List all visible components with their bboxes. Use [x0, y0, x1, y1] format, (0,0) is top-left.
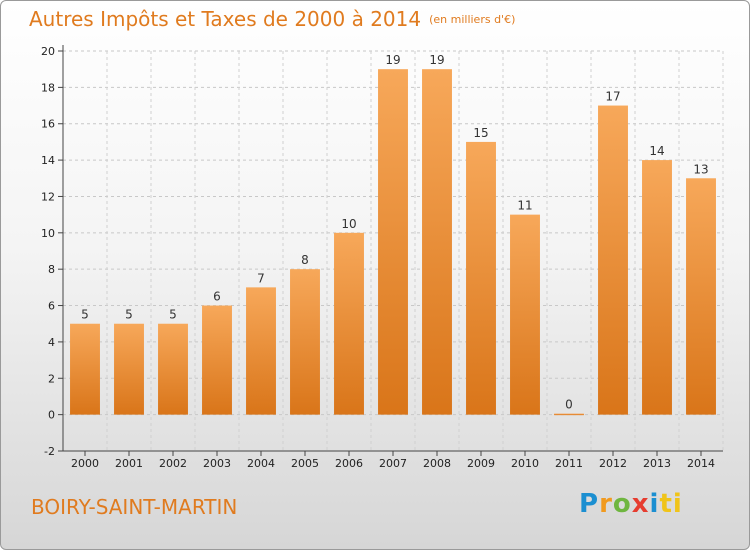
bar-value-label: 0 — [565, 398, 573, 412]
y-tick-label: 0 — [48, 409, 55, 422]
logo-letter: o — [612, 489, 632, 519]
chart-title-text: Autres Impôts et Taxes de 2000 à 2014 — [29, 7, 422, 31]
bar-value-label: 8 — [301, 253, 309, 267]
x-tick-label: 2014 — [687, 457, 715, 470]
bar — [334, 232, 364, 415]
bar — [642, 160, 672, 415]
x-tick-label: 2008 — [423, 457, 451, 470]
bar-value-label: 19 — [385, 53, 400, 67]
proxiti-logo[interactable]: Proxiti — [579, 489, 683, 519]
bar — [598, 105, 628, 415]
bars — [70, 69, 716, 416]
y-tick-label: 12 — [41, 190, 55, 203]
bar-value-label: 15 — [473, 126, 488, 140]
bar — [422, 69, 452, 415]
commune-name: BOIRY-SAINT-MARTIN — [31, 495, 238, 519]
x-tick-label: 2005 — [291, 457, 319, 470]
x-tick-label: 2013 — [643, 457, 671, 470]
y-tick-label: 14 — [41, 154, 55, 167]
bar-value-label: 5 — [125, 308, 133, 322]
logo-letter: P — [579, 489, 600, 519]
bar — [70, 323, 100, 415]
x-tick-label: 2000 — [71, 457, 99, 470]
y-tick-label: 4 — [48, 336, 55, 349]
bar-value-label: 7 — [257, 271, 265, 285]
x-tick-label: 2012 — [599, 457, 627, 470]
bar — [554, 413, 584, 416]
x-tick-label: 2009 — [467, 457, 495, 470]
bar-value-label: 10 — [341, 217, 356, 231]
bar-value-label: 5 — [81, 308, 89, 322]
bar — [378, 69, 408, 415]
bar — [510, 214, 540, 415]
bar — [466, 141, 496, 415]
x-tick-label: 2001 — [115, 457, 143, 470]
axes — [58, 45, 723, 456]
chart-title: Autres Impôts et Taxes de 2000 à 2014 (en… — [29, 7, 515, 31]
y-tick-label: 2 — [48, 372, 55, 385]
y-tick-label: 16 — [41, 118, 55, 131]
x-tick-label: 2007 — [379, 457, 407, 470]
bar-value-label: 5 — [169, 308, 177, 322]
bar — [686, 178, 716, 415]
logo-letter: i — [649, 489, 660, 519]
chart-subtitle: (en milliers d'€) — [429, 13, 516, 26]
x-tick-label: 2006 — [335, 457, 363, 470]
bar-value-label: 19 — [429, 53, 444, 67]
logo-letter: x — [631, 489, 650, 519]
bar — [290, 269, 320, 415]
logo-letter: r — [599, 489, 613, 519]
bar — [246, 287, 276, 415]
bar-value-label: 17 — [605, 90, 620, 104]
x-tick-label: 2002 — [159, 457, 187, 470]
y-tick-label: 18 — [41, 81, 55, 94]
x-tick-label: 2010 — [511, 457, 539, 470]
logo-letter: ti — [659, 489, 683, 519]
y-tick-label: 8 — [48, 263, 55, 276]
x-tick-label: 2004 — [247, 457, 275, 470]
y-tick-label: -2 — [44, 445, 55, 458]
bar — [158, 323, 188, 415]
bar — [114, 323, 144, 415]
y-tick-label: 10 — [41, 227, 55, 240]
x-tick-label: 2011 — [555, 457, 583, 470]
x-tick-label: 2003 — [203, 457, 231, 470]
bar-value-label: 11 — [517, 199, 532, 213]
labels: -2 0 2 4 6 8 10 12 14 16 18 20 5 2000 5 2001 5 2002 6 2003 7… — [41, 45, 715, 470]
y-tick-label: 20 — [41, 45, 55, 58]
bar-value-label: 13 — [693, 162, 708, 176]
y-tick-label: 6 — [48, 300, 55, 313]
bar-value-label: 14 — [649, 144, 664, 158]
bar-value-label: 6 — [213, 290, 221, 304]
bar — [202, 305, 232, 415]
